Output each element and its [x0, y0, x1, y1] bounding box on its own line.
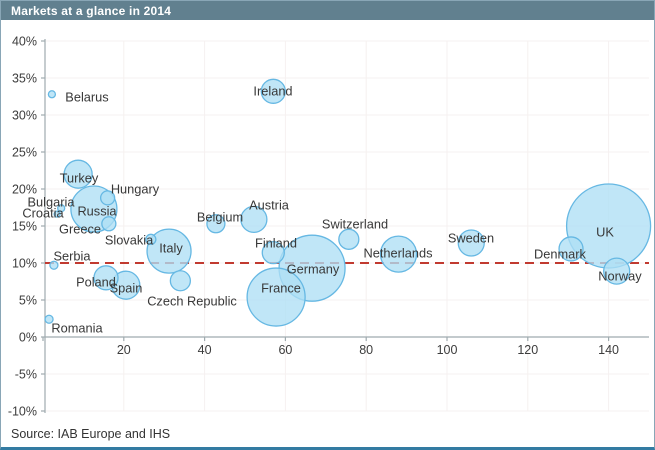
bubble-belarus[interactable]	[47, 90, 57, 99]
y-tick-label-30: 30%	[12, 109, 37, 123]
label-denmark: Denmark	[534, 247, 587, 262]
x-tick-label-120: 120	[517, 343, 538, 357]
label-belgium: Belgium	[197, 210, 243, 225]
y-tick-label-15: 15%	[12, 220, 37, 234]
y-tick-label-5: 5%	[19, 294, 37, 308]
bubble-czech-republic[interactable]	[169, 270, 192, 292]
label-netherlands: Netherlands	[363, 246, 432, 261]
label-belarus: Belarus	[65, 90, 108, 105]
y-tick-label-25: 25%	[12, 146, 37, 160]
bubble-croatia[interactable]	[53, 210, 61, 218]
bubble-finland[interactable]	[261, 240, 285, 265]
bubble-france[interactable]	[246, 267, 306, 327]
label-turkey: Turkey	[60, 171, 99, 186]
label-germany: Germany	[287, 262, 340, 277]
y-tick-label--5: -5%	[15, 368, 37, 382]
bubble-switzerland[interactable]	[338, 228, 360, 250]
label-croatia: Croatia	[22, 206, 64, 221]
x-tick-label-140: 140	[598, 343, 619, 357]
label-italy: Italy	[159, 241, 183, 256]
label-hungary: Hungary	[111, 182, 160, 197]
x-tick-label-60: 60	[278, 343, 292, 357]
page-title: Markets at a glance in 2014	[11, 3, 172, 18]
label-ireland: Ireland	[253, 84, 292, 99]
source-note: Source: IAB Europe and IHS	[11, 427, 171, 441]
bubble-sweden[interactable]	[457, 229, 485, 257]
label-romania: Romania	[51, 321, 103, 336]
label-czech-republic: Czech Republic	[147, 294, 237, 309]
bubble-serbia[interactable]	[49, 260, 59, 270]
y-tick-label-20: 20%	[12, 183, 37, 197]
bubble-poland[interactable]	[93, 265, 119, 291]
y-tick-label-10: 10%	[12, 257, 37, 271]
x-tick-label-20: 20	[117, 343, 131, 357]
chart-title-bar: Markets at a glance in 2014	[1, 1, 654, 20]
label-switzerland: Switzerland	[322, 217, 388, 232]
label-greece: Greece	[59, 222, 101, 237]
label-france: France	[261, 281, 301, 296]
label-bulgaria: Bulgaria	[28, 195, 76, 210]
label-spain: Spain	[110, 281, 143, 296]
bubble-netherlands[interactable]	[379, 235, 418, 273]
label-slovakia: Slovakia	[105, 233, 154, 248]
label-serbia: Serbia	[54, 249, 92, 264]
bubble-denmark[interactable]	[558, 236, 584, 262]
x-tick-label-40: 40	[198, 343, 212, 357]
label-uk: UK	[596, 225, 614, 240]
bubble-turkey[interactable]	[63, 159, 93, 189]
label-poland: Poland	[76, 275, 116, 290]
y-tick-label--10: -10%	[8, 405, 37, 419]
bubble-ireland[interactable]	[260, 78, 286, 104]
bubble-norway[interactable]	[603, 257, 631, 285]
bubble-austria[interactable]	[240, 205, 268, 233]
bubble-italy[interactable]	[146, 228, 192, 274]
bubble-romania[interactable]	[44, 314, 54, 324]
y-tick-label-40: 40%	[12, 35, 37, 49]
x-tick-label-100: 100	[437, 343, 458, 357]
y-tick-label-35: 35%	[12, 72, 37, 86]
x-tick-label-80: 80	[359, 343, 373, 357]
y-tick-label-0: 0%	[19, 331, 37, 345]
label-sweden: Sweden	[448, 231, 494, 246]
label-finland: Finland	[255, 236, 297, 251]
label-norway: Norway	[598, 269, 642, 284]
bubble-bulgaria[interactable]	[57, 204, 66, 213]
bubble-greece[interactable]	[101, 216, 117, 232]
bubble-hungary[interactable]	[99, 190, 116, 206]
label-austria: Austria	[249, 198, 290, 213]
bubble-slovakia[interactable]	[145, 233, 157, 245]
label-russia: Russia	[77, 204, 117, 219]
bubble-belgium[interactable]	[206, 214, 226, 234]
